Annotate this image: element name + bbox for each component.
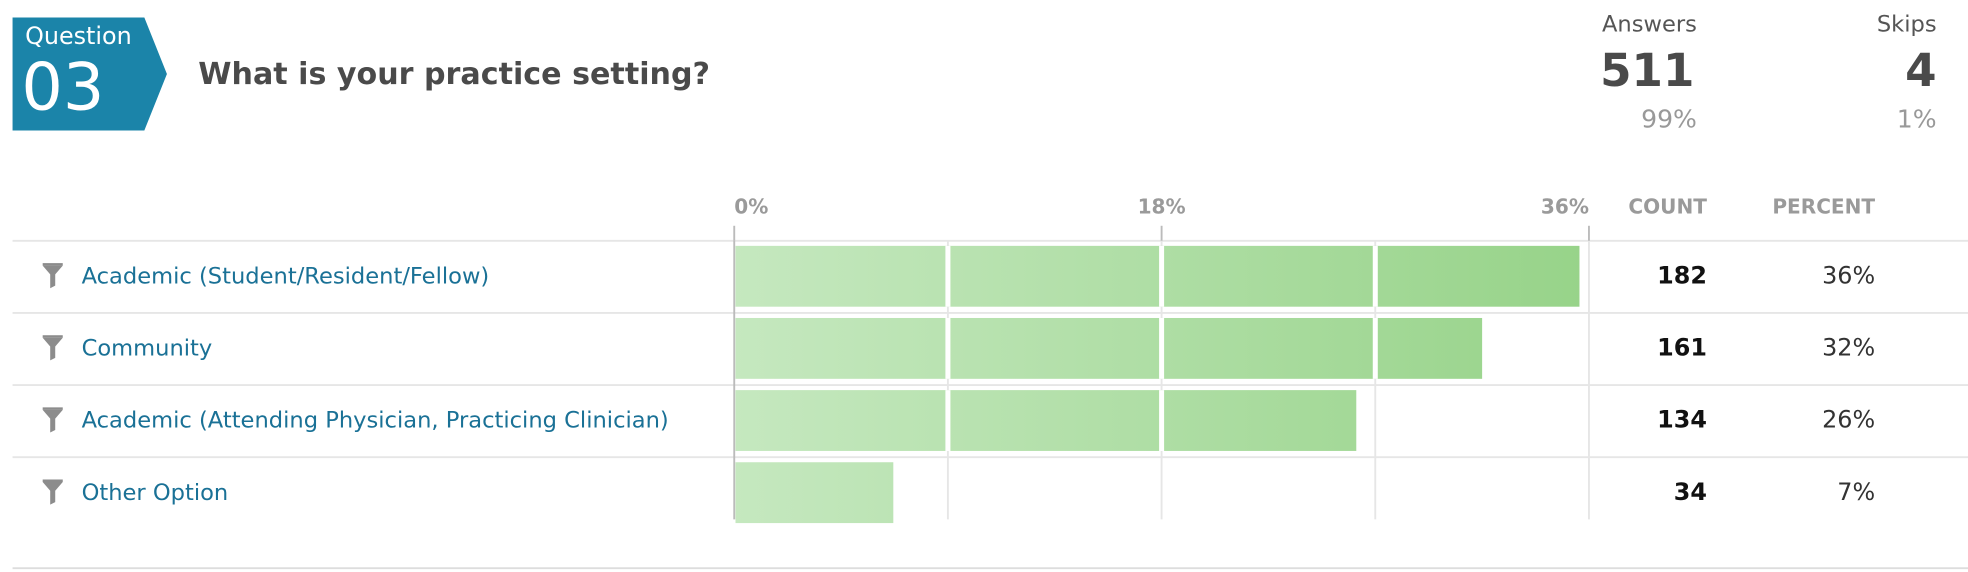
category-label[interactable]: Community xyxy=(82,336,213,362)
filter-icon-bar xyxy=(42,263,63,266)
percent: 32% xyxy=(1822,334,1875,362)
filter-icon[interactable] xyxy=(42,265,63,289)
filter-icon[interactable] xyxy=(42,337,63,361)
question-badge xyxy=(12,17,167,131)
column-header: COUNT xyxy=(1628,195,1707,219)
count: 34 xyxy=(1674,478,1707,506)
filter-icon[interactable] xyxy=(42,409,63,433)
filter-icon[interactable] xyxy=(42,481,63,505)
stat-value: 4 xyxy=(1905,44,1936,97)
filter-icon-bar xyxy=(42,335,63,338)
question-title: What is your practice setting? xyxy=(198,57,710,92)
stat-percent: 1% xyxy=(1897,104,1937,133)
category-label[interactable]: Other Option xyxy=(82,480,229,506)
percent: 26% xyxy=(1822,406,1875,434)
count: 182 xyxy=(1657,261,1707,289)
bar xyxy=(735,462,894,524)
percent: 7% xyxy=(1837,478,1875,506)
badge-label: Question xyxy=(25,22,132,50)
x-tick-label: 0% xyxy=(734,195,768,219)
category-label[interactable]: Academic (Attending Physician, Practicin… xyxy=(82,408,669,434)
filter-icon-bar xyxy=(42,479,63,482)
stat-value: 511 xyxy=(1600,44,1694,97)
column-header: PERCENT xyxy=(1772,195,1875,219)
stat-percent: 99% xyxy=(1641,104,1697,133)
bar xyxy=(735,317,1483,379)
category-label[interactable]: Academic (Student/Resident/Fellow) xyxy=(82,263,490,289)
x-tick-label: 36% xyxy=(1541,195,1589,219)
badge-number: 03 xyxy=(21,50,104,126)
count: 134 xyxy=(1657,406,1707,434)
filter-icon-bar xyxy=(42,407,63,410)
bar xyxy=(735,245,1580,307)
stat-label: Skips xyxy=(1877,12,1937,38)
x-tick-label: 18% xyxy=(1138,195,1186,219)
percent: 36% xyxy=(1822,261,1875,289)
stat-label: Answers xyxy=(1602,12,1697,38)
count: 161 xyxy=(1657,334,1707,362)
bar xyxy=(735,390,1357,451)
